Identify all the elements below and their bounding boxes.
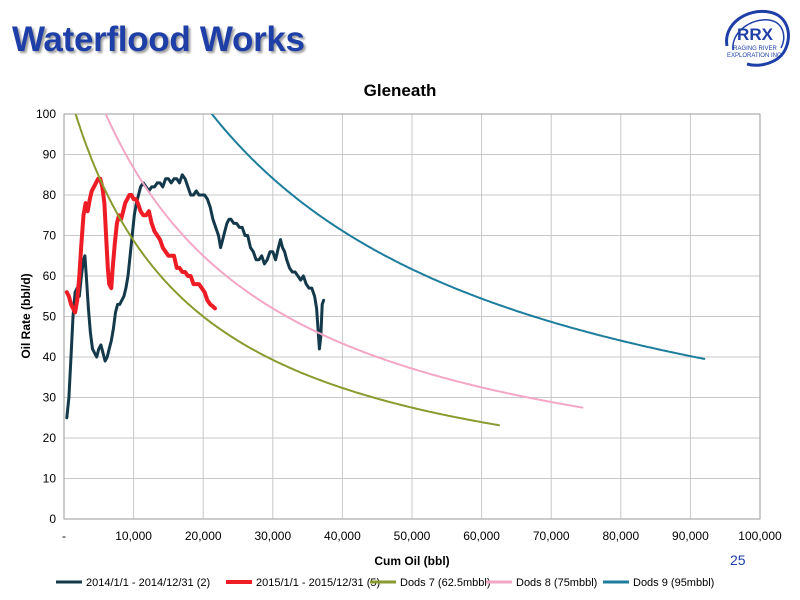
y-tick-label: 0 [49,512,56,526]
y-tick-label: 20 [43,431,57,445]
logo-subtitle-line2: EXPLORATION INC. [727,53,783,59]
series-line [64,176,217,315]
legend-label: Dods 9 (95mbbl) [633,577,714,589]
rrx-logo: RRX RAGING RIVER EXPLORATION INC. [725,9,790,67]
plot-frame [63,113,761,520]
logo-swirl [725,9,790,67]
x-tick-labels: - 10,000 20,000 30,000 40,000 50,000 60,000 70,… [62,529,782,543]
series-line [104,114,584,409]
y-axis-label: Oil Rate (bbl/d) [19,273,33,358]
legend-label: Dods 7 (62.5mbbl) [400,577,491,589]
x-tick-label: 80,000 [602,529,639,543]
x-tick-label: 100,000 [738,529,782,543]
logo-name: RRX [737,25,774,44]
y-tick-label: 40 [43,350,57,364]
y-tick-label: 70 [43,229,57,243]
y-tick-label: 80 [43,188,57,202]
x-tick-label: 30,000 [254,529,291,543]
x-tick-label: 90,000 [672,529,709,543]
y-tick-label: 50 [43,310,57,324]
series-lines [64,114,706,427]
slide-title: Waterflood Works [12,20,305,59]
x-tick-label: - [62,529,66,543]
series-line [74,114,500,427]
logo-swirl-inner [732,19,785,51]
y-tick-label: 10 [43,472,57,486]
x-tick-label: 20,000 [185,529,222,543]
chart-grid [63,113,761,520]
chart-legend: 2014/1/1 - 2014/12/31 (2) 2015/1/1 - 2015… [56,577,714,589]
y-tick-label: 60 [43,269,57,283]
legend-label: 2015/1/1 - 2015/12/31 (5) [256,577,380,589]
x-tick-label: 10,000 [115,529,152,543]
x-tick-label: 70,000 [533,529,570,543]
x-tick-label: 40,000 [324,529,361,543]
series-line [65,173,326,420]
y-tick-label: 30 [43,391,57,405]
y-tick-labels: 0 10 20 30 40 50 60 70 80 90 100 [36,107,56,526]
page-number: 25 [730,552,746,568]
legend-label: Dods 8 (75mbbl) [516,577,597,589]
legend-label: 2014/1/1 - 2014/12/31 (2) [86,577,210,589]
x-tick-label: 50,000 [394,529,431,543]
chart-title: Gleneath [364,81,437,100]
y-tick-label: 100 [36,107,56,121]
x-tick-label: 60,000 [463,529,500,543]
series-line [210,114,706,360]
x-axis-label: Cum Oil (bbl) [374,554,449,568]
logo-subtitle-line1: RAGING RIVER [733,46,777,52]
y-tick-label: 90 [43,148,57,162]
